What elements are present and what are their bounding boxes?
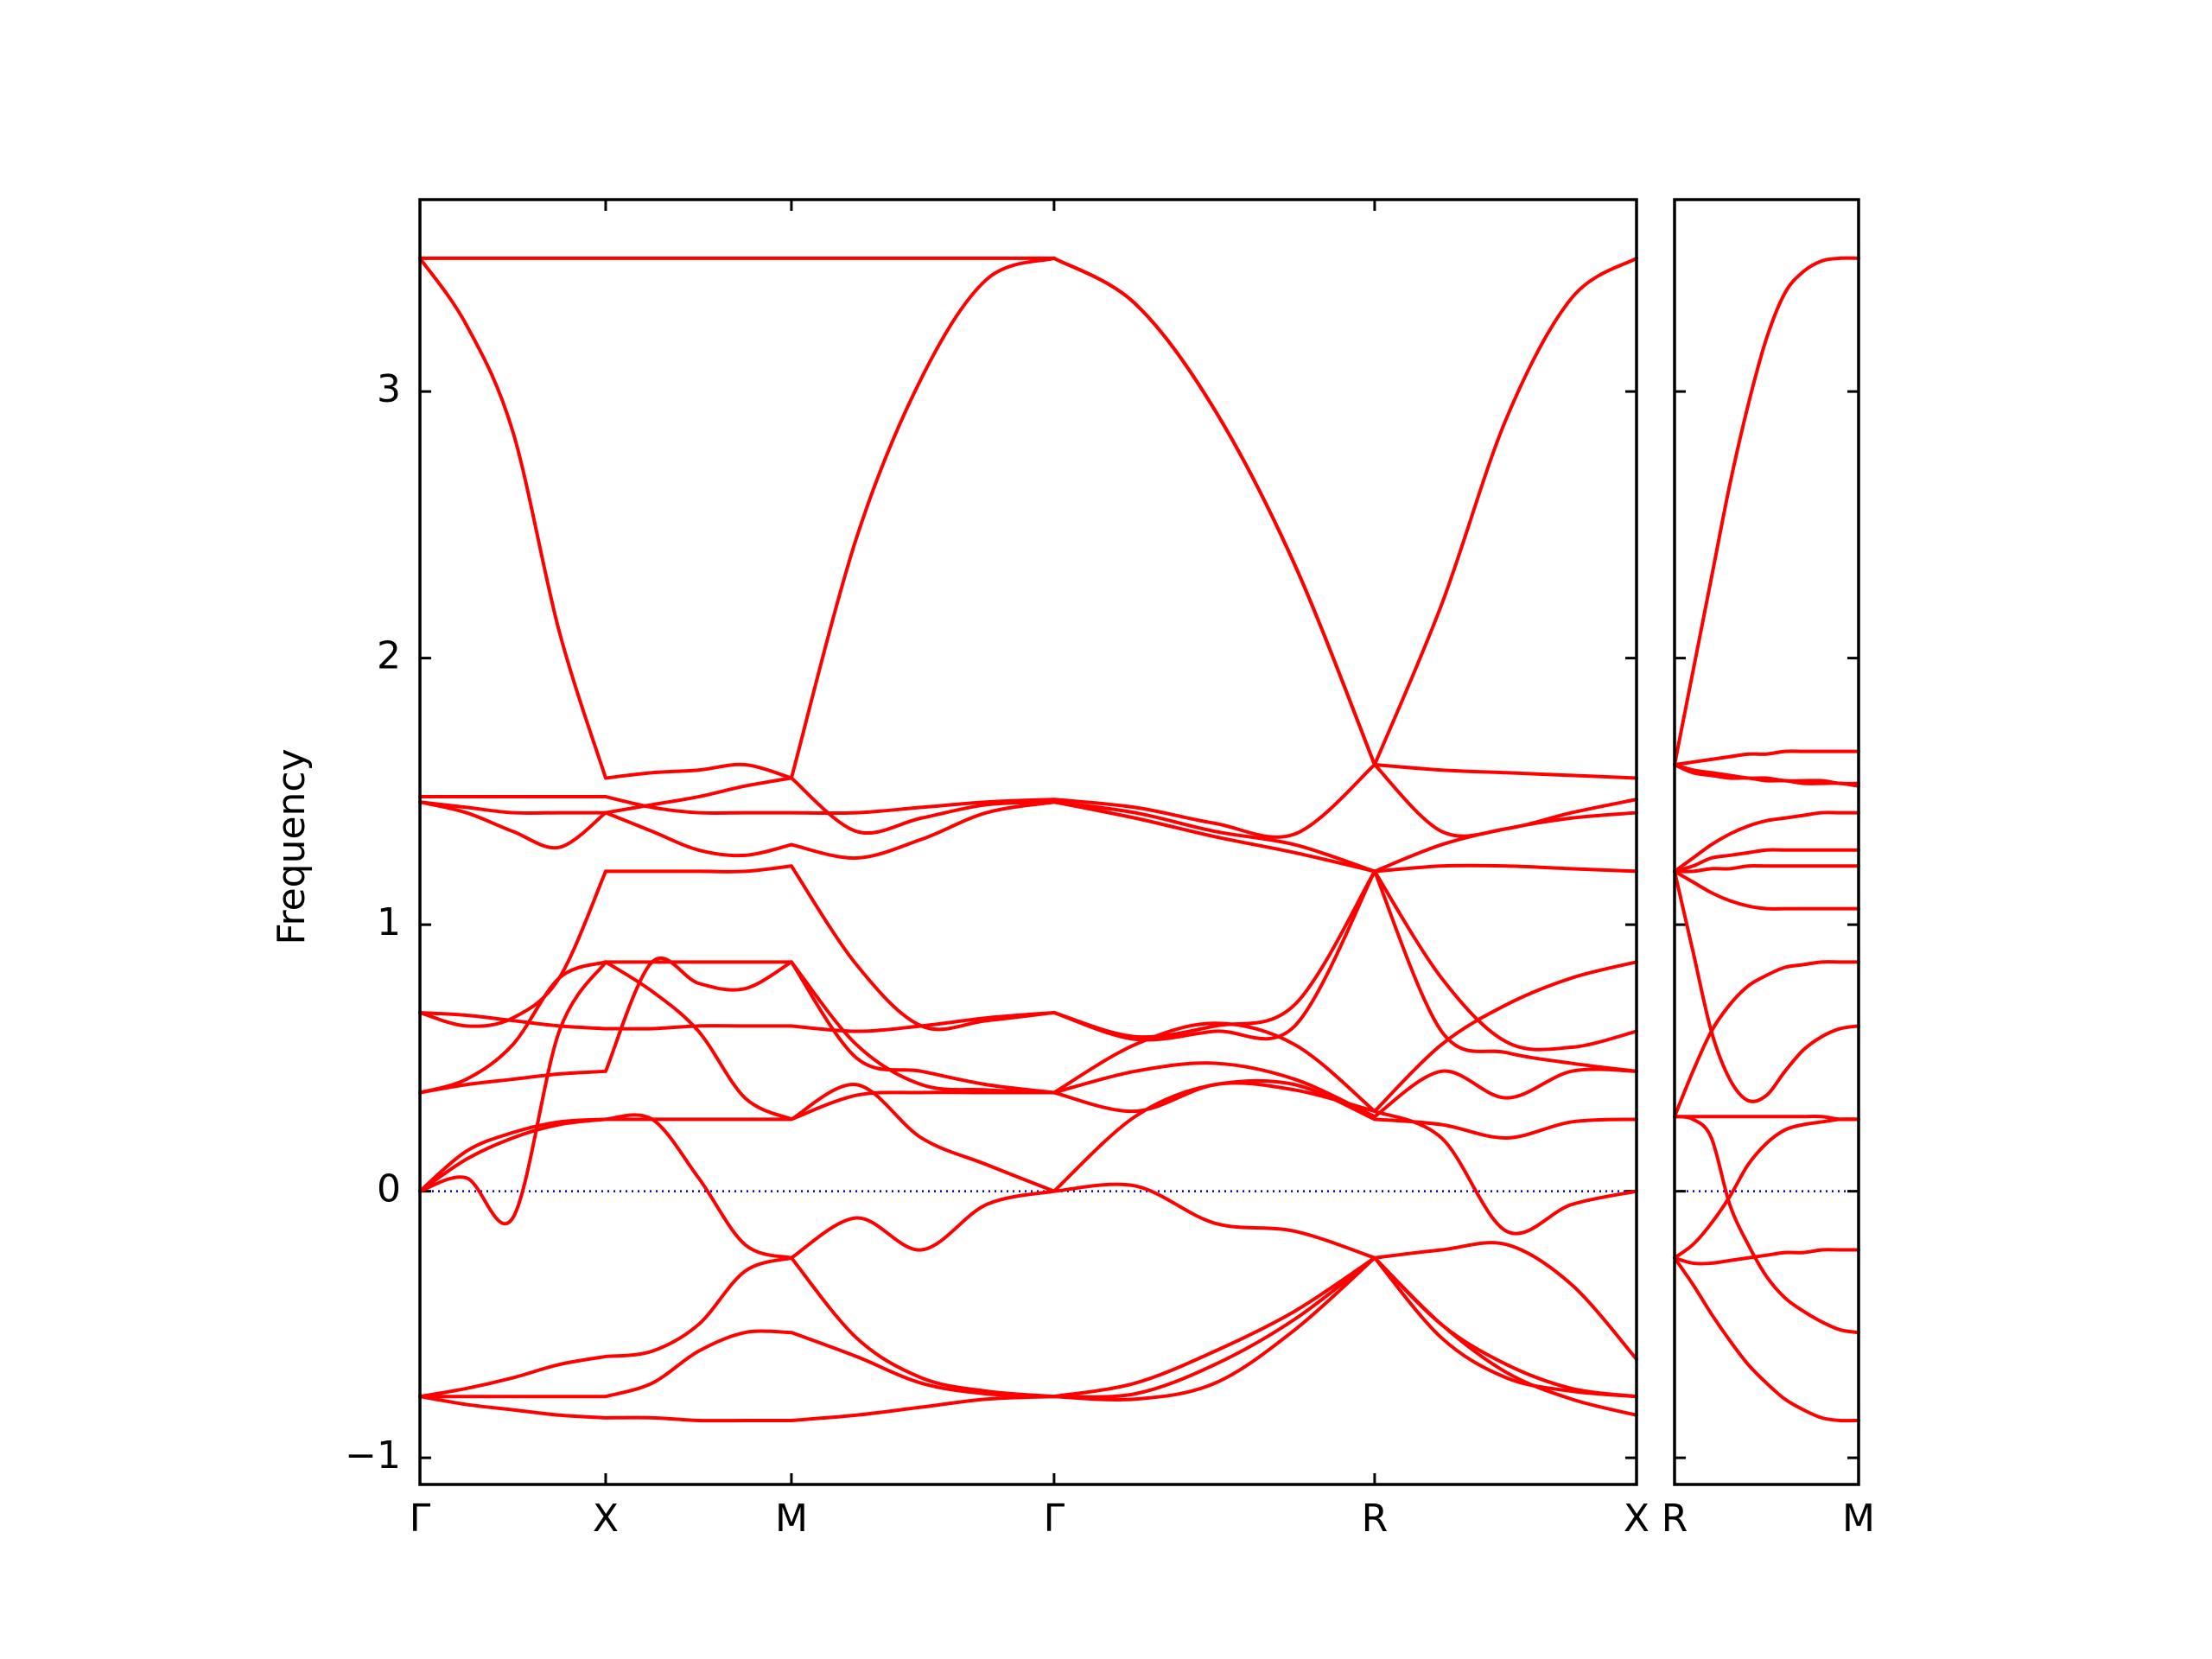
- plot-frame: [1673, 198, 1860, 1486]
- band: [418, 1113, 1638, 1361]
- band: [1673, 1115, 1860, 1122]
- band: [1673, 1117, 1860, 1260]
- band: [418, 956, 1638, 1119]
- band: [418, 800, 1638, 874]
- x-tick-label: Γ: [1044, 1497, 1065, 1541]
- band: [1673, 869, 1860, 911]
- band: [1673, 960, 1860, 1119]
- band: [418, 1255, 1638, 1399]
- band: [418, 776, 1638, 874]
- y-tick-label: −1: [345, 1433, 401, 1478]
- y-tick-label: 0: [377, 1167, 401, 1211]
- band: [418, 869, 1638, 1073]
- band: [1673, 1255, 1860, 1423]
- x-tick-label: X: [593, 1497, 619, 1541]
- band: [418, 864, 1638, 1052]
- x-tick-label: M: [775, 1497, 808, 1541]
- band: [418, 1255, 1638, 1399]
- band: [1673, 810, 1860, 874]
- band: [1673, 848, 1860, 874]
- band: [1673, 1115, 1860, 1335]
- band: [418, 256, 1638, 838]
- band: [1673, 749, 1860, 767]
- band: [1673, 1248, 1860, 1266]
- band: [418, 256, 1638, 767]
- y-tick-label: 3: [377, 367, 401, 411]
- band: [418, 1255, 1638, 1423]
- x-tick-label: R: [1362, 1497, 1389, 1541]
- x-tick-label: M: [1842, 1497, 1875, 1541]
- y-tick-label: 2: [377, 634, 401, 678]
- x-tick-label: X: [1624, 1497, 1649, 1541]
- band: [1673, 256, 1860, 767]
- y-axis-label: Frequency: [270, 748, 314, 944]
- band: [418, 960, 1638, 1236]
- x-tick-label: Γ: [410, 1497, 431, 1541]
- band: [418, 960, 1638, 1114]
- band: [1673, 869, 1860, 1103]
- band: [1673, 763, 1860, 785]
- band: [1673, 763, 1860, 788]
- y-tick-label: 1: [377, 900, 401, 944]
- band: [418, 1078, 1638, 1193]
- band: [1673, 864, 1860, 874]
- plot-frame: [418, 198, 1638, 1486]
- band: [418, 763, 1638, 839]
- x-tick-label: R: [1662, 1497, 1688, 1541]
